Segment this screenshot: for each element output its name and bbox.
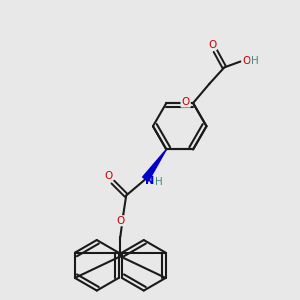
Text: H: H xyxy=(251,56,259,66)
Text: O: O xyxy=(182,97,190,106)
Text: O: O xyxy=(116,216,124,226)
Polygon shape xyxy=(142,149,166,181)
Text: O: O xyxy=(104,171,112,181)
Text: N: N xyxy=(146,176,154,186)
Text: O: O xyxy=(208,40,217,50)
Text: H: H xyxy=(155,177,163,187)
Text: O: O xyxy=(242,56,250,66)
